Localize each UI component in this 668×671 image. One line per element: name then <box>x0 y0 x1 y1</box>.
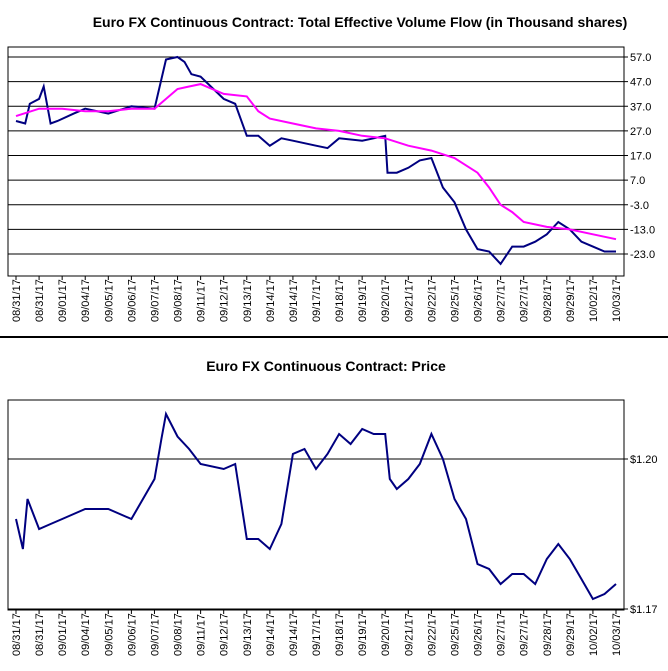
x-tick-label: 09/12/17 <box>219 279 231 322</box>
x-tick-label: 09/07/17 <box>149 279 161 322</box>
x-tick-label: 09/21/17 <box>403 279 415 322</box>
x-tick-label: 09/17/17 <box>311 279 323 322</box>
y-tick-label: 27.0 <box>630 126 651 138</box>
price-chart-title: Euro FX Continuous Contract: Price <box>206 358 446 374</box>
x-tick-label: 09/01/17 <box>57 613 69 656</box>
x-tick-label: 09/28/17 <box>542 613 554 656</box>
x-tick-label: 09/29/17 <box>565 279 577 322</box>
x-tick-label: 10/02/17 <box>588 279 600 322</box>
x-tick-label: 09/19/17 <box>357 613 369 656</box>
x-tick-label: 09/20/17 <box>380 613 392 656</box>
x-tick-label: 09/22/17 <box>426 279 438 322</box>
x-tick-label: 08/31/17 <box>11 279 23 322</box>
x-tick-label: 08/31/17 <box>34 613 46 656</box>
y-tick-label: -23.0 <box>630 249 655 261</box>
volume-flow-chart-panel: Euro FX Continuous Contract: Total Effec… <box>7 14 656 322</box>
y-tick-label: 7.0 <box>630 175 645 187</box>
x-tick-label: 09/27/17 <box>496 279 508 322</box>
x-tick-label: 09/04/17 <box>80 613 92 656</box>
y-tick-label: -3.0 <box>630 200 649 212</box>
x-tick-label: 09/28/17 <box>542 279 554 322</box>
y-tick-label: -13.0 <box>630 224 655 236</box>
x-tick-label: 09/25/17 <box>449 613 461 656</box>
plot-area <box>7 399 625 611</box>
x-tick-label: 09/08/17 <box>173 279 185 322</box>
y-tick-label: 57.0 <box>630 52 651 64</box>
x-tick-label: 09/14/17 <box>265 279 277 322</box>
x-tick-label: 10/02/17 <box>588 613 600 656</box>
x-tick-label: 09/22/17 <box>426 613 438 656</box>
x-tick-label: 09/17/17 <box>311 613 323 656</box>
x-tick-label: 09/14/17 <box>288 613 300 656</box>
x-tick-label: 09/12/17 <box>219 613 231 656</box>
y-tick-label: 47.0 <box>630 77 651 89</box>
price-chart: $1.20 $1.17 08/31/17 08/31/17 09/01/17 09/04/… <box>7 399 658 656</box>
x-tick-label: 09/20/17 <box>380 279 392 322</box>
x-tick-label: 09/25/17 <box>449 279 461 322</box>
volume-flow-chart-title: Euro FX Continuous Contract: Total Effec… <box>92 14 628 30</box>
x-tick-label: 09/06/17 <box>126 613 138 656</box>
y-tick-label: $1.17 <box>630 604 658 616</box>
x-tick-label: 09/19/17 <box>357 279 369 322</box>
x-tick-label: 09/11/17 <box>196 614 208 656</box>
x-tick-label: 10/03/17 <box>611 613 623 656</box>
x-tick-label: 09/26/17 <box>473 613 485 656</box>
x-tick-label: 09/05/17 <box>103 279 115 322</box>
x-tick-label: 08/31/17 <box>34 279 46 322</box>
x-tick-label: 10/03/17 <box>611 279 623 322</box>
y-tick-label: 37.0 <box>630 101 651 113</box>
x-tick-label: 09/14/17 <box>288 279 300 322</box>
x-tick-label: 09/27/17 <box>519 613 531 656</box>
x-tick-label: 09/21/17 <box>403 613 415 656</box>
x-tick-label: 09/04/17 <box>80 279 92 322</box>
price-chart-panel: Euro FX Continuous Contract: Price $1.20… <box>0 338 668 671</box>
plot-area <box>7 46 625 277</box>
x-tick-label: 09/01/17 <box>57 279 69 322</box>
x-tick-label: 09/27/17 <box>496 613 508 656</box>
x-tick-label: 09/14/17 <box>265 613 277 656</box>
x-tick-label: 09/27/17 <box>519 279 531 322</box>
x-tick-label: 09/18/17 <box>334 279 346 322</box>
volume-flow-chart: 57.0 47.0 37.0 27.0 17.0 7.0 -3.0 -13.0 -23.0 08/… <box>7 46 655 322</box>
series-line-1 <box>15 83 617 241</box>
x-tick-label: 09/29/17 <box>565 613 577 656</box>
x-tick-label: 09/11/17 <box>196 280 208 322</box>
x-tick-label: 09/13/17 <box>242 613 254 656</box>
panel-divider <box>0 336 668 338</box>
x-tick-label: 09/06/17 <box>126 279 138 322</box>
series-line-0 <box>15 410 617 601</box>
x-tick-label: 09/26/17 <box>473 279 485 322</box>
y-tick-label: 17.0 <box>630 151 651 163</box>
x-tick-label: 09/13/17 <box>242 279 254 322</box>
x-tick-label: 09/18/17 <box>334 613 346 656</box>
x-tick-label: 09/05/17 <box>103 613 115 656</box>
x-tick-label: 08/31/17 <box>11 613 23 656</box>
x-tick-label: 09/08/17 <box>173 613 185 656</box>
x-tick-label: 09/07/17 <box>149 613 161 656</box>
y-tick-label: $1.20 <box>630 454 658 466</box>
